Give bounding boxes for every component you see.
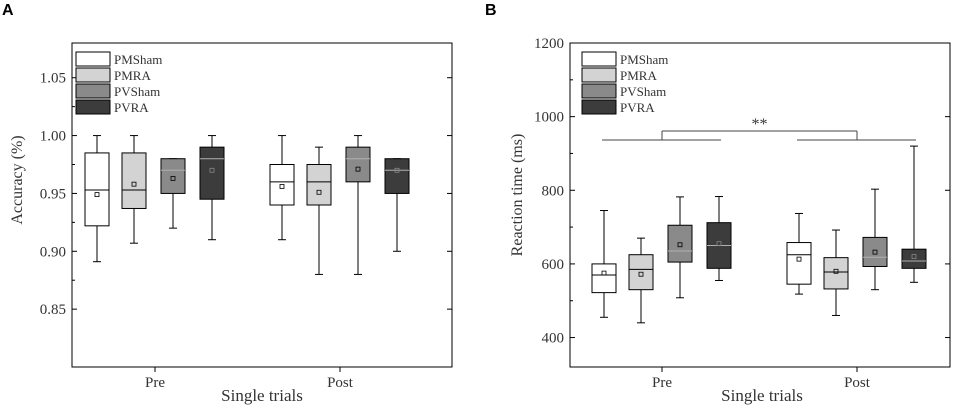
legend-label-pmsham: PMSham (114, 52, 162, 67)
box-iqr (667, 224, 693, 263)
mean-marker (677, 242, 683, 248)
x-axis-label-b: Single trials (721, 386, 803, 405)
mean-marker (394, 167, 400, 173)
box-iqr (84, 152, 110, 227)
legend-swatch-pvsham (581, 83, 617, 99)
significance-bracket: ** (602, 116, 916, 141)
mean-marker (796, 256, 802, 262)
mean-marker (279, 184, 285, 189)
x-axis-label-a: Single trials (221, 386, 303, 405)
legend-swatch-pmsham (75, 51, 111, 67)
legend-swatch-pvra (75, 99, 111, 115)
panel-reaction-time: B Reaction time (ms) Single trials 400 60… (485, 2, 951, 405)
y-tick-label: 0.85 (40, 302, 66, 318)
box-pvra-post (384, 158, 410, 252)
legend-swatch-pmra (75, 67, 111, 83)
box-pvsham-post (345, 135, 371, 275)
mean-marker (94, 192, 100, 197)
y-tick-label: 0.90 (40, 244, 66, 260)
legend-label-pvsham: PVSham (114, 84, 160, 99)
box-pvra-pre (199, 135, 225, 241)
box-iqr (306, 164, 332, 206)
legend-label-pmra: PMRA (620, 68, 657, 83)
panel-label-b: B (485, 2, 497, 19)
box-iqr (591, 263, 617, 294)
box-pmsham-post (269, 135, 295, 241)
x-tick-label: Pre (652, 375, 672, 391)
mean-marker (872, 249, 878, 255)
box-iqr (121, 152, 147, 209)
mean-marker (355, 166, 361, 172)
legend-swatch-pmsham (581, 51, 617, 67)
box-pvsham-pre (667, 196, 693, 299)
box-pmra-post (823, 229, 849, 316)
x-tick-label: Post (327, 375, 354, 391)
mean-marker (911, 254, 917, 259)
box-pvra-pre (706, 196, 732, 281)
box-pmra-pre (628, 237, 654, 324)
legend-label-pvsham: PVSham (620, 84, 666, 99)
mean-marker (601, 270, 607, 276)
box-iqr (823, 257, 849, 290)
y-tick-label: 1.00 (40, 129, 66, 145)
box-pmsham-pre (84, 135, 110, 263)
box-pmra-pre (121, 135, 147, 244)
box-pvsham-post (862, 188, 888, 291)
significance-label: ** (752, 116, 768, 133)
box-iqr (786, 242, 812, 285)
y-tick-label: 1.05 (40, 71, 66, 87)
legend-label-pvra: PVRA (114, 100, 149, 115)
box-pvra-post (901, 145, 927, 283)
mean-marker (716, 241, 722, 247)
legend-swatch-pvsham (75, 83, 111, 99)
legend-swatch-pmra (581, 67, 617, 83)
box-pmsham-post (786, 212, 812, 295)
x-tick-label: Pre (145, 375, 165, 391)
legend-label-pmra: PMRA (114, 68, 151, 83)
plot-frame (71, 42, 453, 368)
mean-marker (833, 268, 839, 274)
box-iqr (862, 236, 888, 267)
y-tick-label: 0.95 (40, 186, 66, 202)
y-tick-label: 800 (542, 183, 565, 199)
panel-accuracy: A Accuracy (%) Single trials 0.85 0.90 0.9… (2, 2, 453, 405)
x-tick-label: Post (844, 375, 871, 391)
y-tick-label: 1000 (534, 110, 564, 126)
legend-swatch-pvra (581, 99, 617, 115)
mean-marker (638, 271, 644, 277)
mean-marker (316, 189, 322, 195)
mean-marker (131, 181, 137, 187)
panel-label-a: A (2, 2, 14, 19)
plot-frame (569, 42, 951, 368)
y-tick-label: 1200 (534, 36, 564, 52)
box-iqr (199, 146, 225, 200)
y-axis-label-b: Reaction time (ms) (509, 134, 526, 257)
y-tick-label: 400 (542, 331, 565, 347)
box-iqr (345, 146, 371, 183)
y-tick-label: 600 (542, 257, 565, 273)
y-axis-label-a: Accuracy (%) (9, 135, 26, 224)
legend-label-pmsham: PMSham (620, 52, 668, 67)
box-iqr (384, 158, 410, 194)
box-pvsham-pre (160, 158, 186, 229)
box-pmsham-pre (591, 210, 617, 318)
mean-marker (209, 167, 215, 173)
mean-marker (170, 175, 176, 181)
legend-label-pvra: PVRA (620, 100, 655, 115)
box-pmra-post (306, 146, 332, 275)
